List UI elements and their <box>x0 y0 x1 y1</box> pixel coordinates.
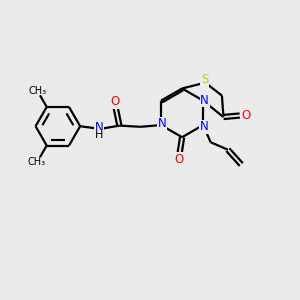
Text: N: N <box>94 121 103 134</box>
Text: O: O <box>111 95 120 108</box>
Text: CH₃: CH₃ <box>28 86 46 96</box>
Text: H: H <box>95 130 103 140</box>
Text: N: N <box>158 117 167 130</box>
Text: N: N <box>200 94 209 106</box>
Text: N: N <box>200 120 208 133</box>
Text: O: O <box>175 153 184 166</box>
Text: CH₃: CH₃ <box>28 157 46 167</box>
Text: S: S <box>201 73 208 86</box>
Text: O: O <box>242 109 251 122</box>
